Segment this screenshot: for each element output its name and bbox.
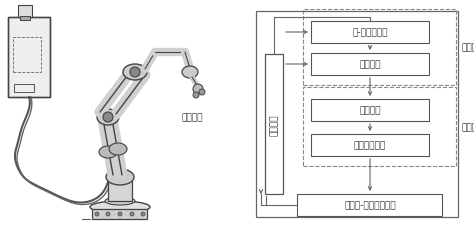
Bar — [265, 55, 283, 194]
Circle shape — [95, 212, 99, 216]
Bar — [311, 54, 429, 76]
Circle shape — [141, 212, 145, 216]
Ellipse shape — [99, 146, 117, 158]
Bar — [20, 17, 30, 21]
Text: 机器人-环境交互系统: 机器人-环境交互系统 — [344, 201, 396, 210]
Bar — [311, 22, 429, 44]
Circle shape — [130, 212, 134, 216]
Circle shape — [118, 212, 122, 216]
Bar — [303, 88, 456, 166]
Bar — [18, 6, 32, 18]
Text: 人-机交互系统: 人-机交互系统 — [352, 28, 388, 37]
Ellipse shape — [123, 65, 147, 81]
Bar — [8, 18, 50, 98]
Ellipse shape — [105, 197, 135, 205]
Circle shape — [193, 93, 199, 99]
Text: 传感部分: 传感部分 — [181, 113, 203, 122]
Bar — [303, 10, 456, 86]
Ellipse shape — [109, 143, 127, 155]
Bar — [311, 100, 429, 121]
Text: 驱动系统: 驱动系统 — [359, 106, 381, 115]
Circle shape — [193, 85, 203, 95]
Text: 机械结构系统: 机械结构系统 — [354, 141, 386, 150]
Text: 控制部分: 控制部分 — [462, 43, 474, 52]
Bar — [92, 209, 147, 219]
Circle shape — [199, 90, 205, 96]
Bar — [298, 194, 443, 216]
Bar — [256, 12, 458, 217]
Circle shape — [106, 212, 110, 216]
Ellipse shape — [97, 109, 119, 126]
Text: 控制系统: 控制系统 — [359, 60, 381, 69]
Ellipse shape — [182, 67, 198, 79]
Bar — [8, 18, 50, 98]
Text: 机械部分: 机械部分 — [462, 122, 474, 131]
Ellipse shape — [90, 201, 150, 213]
Bar — [14, 85, 34, 93]
Ellipse shape — [106, 169, 134, 185]
Circle shape — [130, 68, 140, 78]
Bar — [311, 134, 429, 156]
Circle shape — [103, 113, 113, 122]
Text: 感受系统: 感受系统 — [270, 114, 279, 135]
Bar — [13, 38, 41, 73]
Bar — [108, 181, 132, 201]
